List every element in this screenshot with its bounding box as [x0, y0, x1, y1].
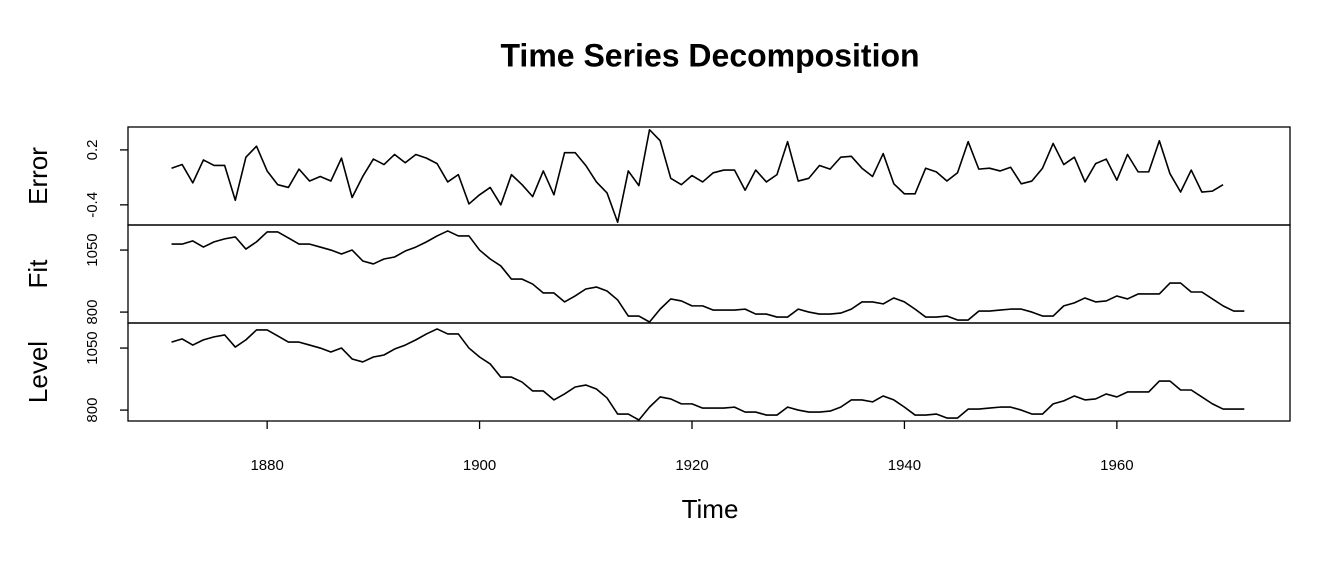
y-axis-title: Level	[23, 341, 53, 403]
chart-title: Time Series Decomposition	[500, 37, 919, 73]
x-tick-label: 1920	[675, 457, 708, 474]
y-tick-label: 1050	[84, 331, 101, 364]
x-axis-title: Time	[682, 494, 739, 524]
y-tick-label: -0.4	[84, 192, 101, 218]
y-axis-title: Fit	[23, 259, 53, 289]
y-tick-label: 800	[84, 300, 101, 325]
x-tick-label: 1900	[463, 457, 496, 474]
series-line	[171, 328, 1245, 421]
y-axis-title: Error	[23, 147, 53, 205]
y-tick-label: 0.2	[84, 139, 101, 160]
series-line	[171, 128, 1224, 224]
series-line	[171, 230, 1245, 323]
x-tick-label: 1960	[1100, 457, 1133, 474]
y-tick-label: 800	[84, 398, 101, 423]
y-tick-label: 1050	[84, 233, 101, 266]
x-tick-label: 1880	[250, 457, 283, 474]
panel-frame	[127, 322, 1291, 422]
x-tick-label: 1940	[888, 457, 921, 474]
